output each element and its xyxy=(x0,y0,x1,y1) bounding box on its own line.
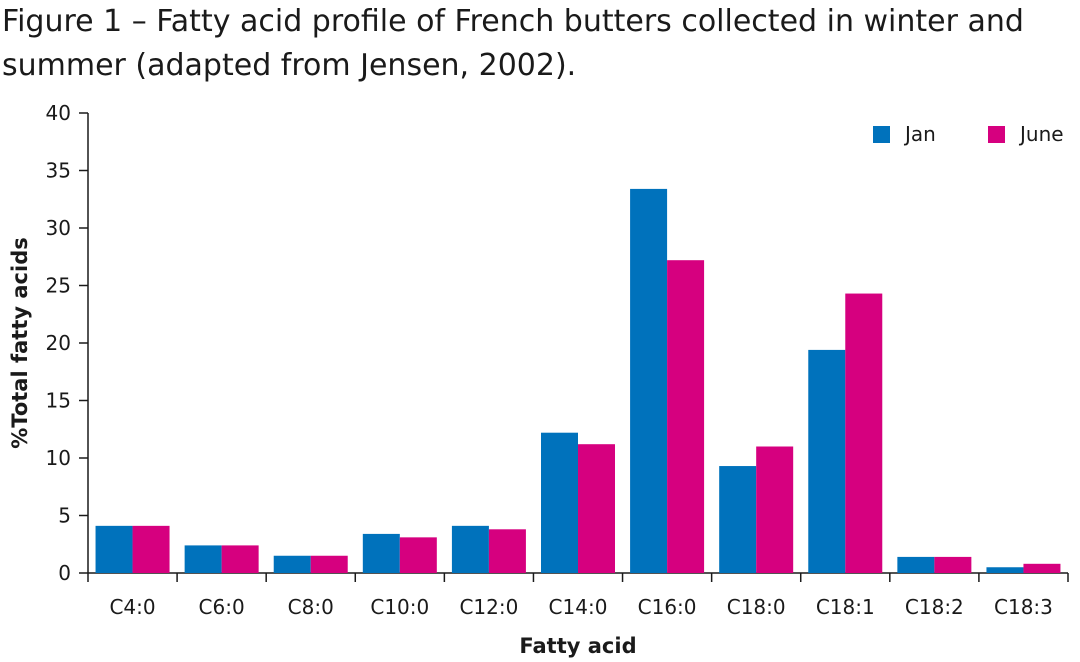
y-axis: 0 5 10 15 20 25 30 35 40 xyxy=(46,101,89,585)
x-tick-label: C8:0 xyxy=(288,595,334,619)
legend-swatch-june xyxy=(988,126,1005,143)
bar-june-c6-0 xyxy=(221,545,259,573)
bar-jan-c8-0 xyxy=(273,555,311,573)
x-tick-label: C18:2 xyxy=(905,595,964,619)
y-axis-title: %Total fatty acids xyxy=(8,237,32,448)
y-tick-label: 25 xyxy=(46,274,71,298)
bar-jan-c4-0 xyxy=(95,525,133,573)
x-tick-label: C18:3 xyxy=(994,595,1053,619)
bar-june-c12-0 xyxy=(488,529,526,573)
bar-jan-c10-0 xyxy=(362,533,400,573)
y-tick-label: 10 xyxy=(46,446,71,470)
bar-jan-c12-0 xyxy=(451,525,489,573)
y-tick-label: 5 xyxy=(58,504,71,528)
x-tick-label: C10:0 xyxy=(370,595,429,619)
y-tick-label: 35 xyxy=(46,159,71,183)
y-tick-label: 30 xyxy=(46,216,71,240)
x-tick-label: C12:0 xyxy=(459,595,518,619)
chart-title: Figure 1 – Fatty acid profile of French … xyxy=(2,4,1024,83)
bar-june-c14-0 xyxy=(578,444,615,573)
bar-june-c4-0 xyxy=(132,525,170,573)
bar-june-c16-0 xyxy=(667,260,705,573)
x-tick-label: C4:0 xyxy=(109,595,155,619)
bars xyxy=(95,188,1061,573)
x-tick-label: C6:0 xyxy=(199,595,245,619)
bar-june-c18-2 xyxy=(934,556,972,573)
x-axis: C4:0 C6:0 C8:0 C10:0 C12:0 C14:0 C16:0 C18:0 C18… xyxy=(87,572,1069,619)
bar-june-c10-0 xyxy=(399,537,437,573)
bar-june-c18-0 xyxy=(756,446,794,573)
x-tick-label: C18:0 xyxy=(727,595,786,619)
legend-swatch-jan xyxy=(873,126,890,143)
legend-label-jan: Jan xyxy=(903,122,936,146)
x-tick-label: C14:0 xyxy=(549,595,608,619)
x-tick-label: C18:1 xyxy=(816,595,875,619)
x-axis-title: Fatty acid xyxy=(519,634,636,658)
y-tick-label: 20 xyxy=(46,331,71,355)
legend-label-june: June xyxy=(1018,122,1064,146)
bar-jan-c16-0 xyxy=(630,188,668,573)
x-tick-label: C16:0 xyxy=(638,595,697,619)
y-tick-label: 40 xyxy=(46,101,71,125)
legend: Jan June xyxy=(873,122,1064,146)
bar-jan-c18-1 xyxy=(808,349,846,573)
bar-jan-c18-2 xyxy=(897,556,935,573)
bar-jan-c18-3 xyxy=(986,567,1024,573)
bar-jan-c18-0 xyxy=(719,466,757,573)
bar-jan-c6-0 xyxy=(184,545,222,573)
bar-june-c18-1 xyxy=(845,293,883,573)
bar-june-c18-3 xyxy=(1023,563,1061,573)
y-tick-label: 15 xyxy=(46,389,71,413)
bar-june-c8-0 xyxy=(310,555,348,573)
bar-jan-c14-0 xyxy=(541,432,578,573)
y-tick-label: 0 xyxy=(58,561,71,585)
